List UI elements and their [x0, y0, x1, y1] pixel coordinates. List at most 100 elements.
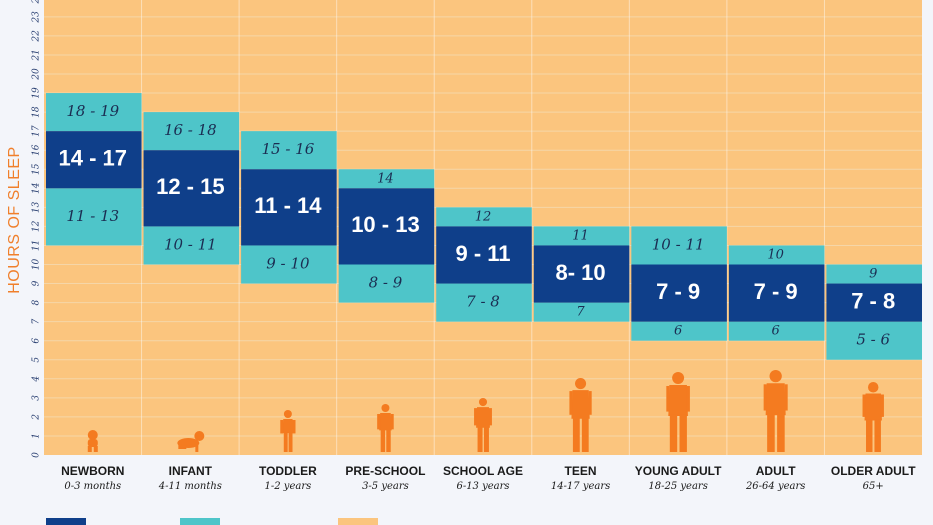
y-tick-label: 14 — [32, 182, 42, 194]
torso-shape — [571, 390, 590, 419]
legend-swatch-not-recommended — [338, 518, 378, 525]
person-figure-icon — [569, 378, 592, 452]
leg-shape — [288, 432, 293, 452]
leg-shape — [679, 414, 687, 452]
lower-may-be-appropriate-band — [728, 321, 825, 341]
y-tick-label: 15 — [32, 163, 42, 175]
y-tick-label: 24 — [32, 0, 42, 5]
y-tick-label: 13 — [32, 201, 42, 213]
upper-range-label: 15 - 16 — [261, 140, 314, 158]
recommended-range-label: 12 - 15 — [156, 174, 225, 199]
arm-shape — [666, 386, 670, 412]
leg-shape — [93, 446, 98, 452]
recommended-range-label: 7 - 9 — [754, 279, 798, 304]
head-shape — [575, 378, 587, 390]
lower-range-label: 6 — [772, 324, 780, 339]
lower-may-be-appropriate-band — [143, 226, 240, 265]
category-name: INFANT — [169, 464, 213, 478]
y-tick-label: 19 — [32, 87, 42, 99]
upper-may-be-appropriate-band — [436, 207, 532, 227]
torso-shape — [282, 419, 294, 434]
head-shape — [672, 372, 685, 384]
torso-shape — [379, 413, 392, 431]
leg-shape — [380, 429, 386, 452]
category-age: 0-3 months — [64, 481, 121, 492]
recommended-band — [728, 264, 825, 322]
y-tick-label: 5 — [32, 357, 42, 363]
arm-shape — [880, 394, 884, 417]
lower-range-label: 10 - 11 — [164, 235, 217, 253]
lower-range-label: 11 - 13 — [66, 207, 119, 225]
y-tick-label: 16 — [32, 144, 42, 156]
leg-shape — [669, 414, 678, 452]
lower-may-be-appropriate-band — [533, 302, 630, 322]
category-name: OLDER ADULT — [831, 464, 916, 478]
upper-range-label: 11 — [572, 228, 589, 243]
upper-may-be-appropriate-band — [728, 245, 825, 265]
arm-shape — [377, 414, 381, 430]
lower-may-be-appropriate-band — [241, 245, 337, 284]
category-name: PRE-SCHOOL — [345, 464, 425, 478]
y-tick-label: 1 — [32, 433, 42, 439]
arm-shape — [784, 384, 788, 411]
recommended-band — [631, 264, 727, 322]
upper-range-label: 9 — [869, 267, 877, 282]
upper-may-be-appropriate-band — [826, 264, 922, 284]
lower-may-be-appropriate-band — [338, 264, 435, 303]
lower-may-be-appropriate-band — [631, 321, 727, 341]
head-shape — [194, 431, 205, 441]
recommended-band — [143, 150, 240, 227]
leg-shape — [283, 432, 288, 452]
y-tick-label: 3 — [32, 395, 42, 401]
arm-shape — [588, 391, 592, 415]
category-name: ADULT — [756, 464, 796, 478]
category-age: 14-17 years — [551, 481, 610, 492]
category-age: 1-2 years — [265, 481, 312, 492]
leg-shape — [777, 413, 785, 452]
leg-shape — [477, 426, 483, 452]
arm-shape — [569, 391, 573, 415]
category-name: YOUNG ADULT — [635, 464, 722, 478]
category-age: 26-64 years — [745, 481, 805, 492]
leg-shape — [572, 417, 580, 452]
y-tick-label: 21 — [32, 49, 42, 61]
upper-range-label: 10 - 11 — [652, 235, 705, 253]
upper-may-be-appropriate-band — [338, 169, 435, 189]
upper-may-be-appropriate-band — [533, 226, 630, 246]
leg-shape — [483, 426, 489, 452]
upper-range-label: 18 - 19 — [66, 102, 119, 120]
lower-may-be-appropriate-band — [46, 188, 142, 246]
person-figure-icon — [666, 372, 690, 452]
category-name: TODDLER — [259, 464, 317, 478]
leg-shape — [178, 445, 187, 449]
recommended-range-label: 9 - 11 — [455, 241, 510, 266]
arm-shape — [488, 408, 492, 426]
person-figure-icon — [87, 430, 98, 452]
category-age: 3-5 years — [362, 481, 409, 492]
recommended-range-label: 10 - 13 — [351, 212, 420, 237]
recommended-band — [533, 245, 630, 303]
upper-range-label: 16 - 18 — [164, 121, 217, 139]
lower-may-be-appropriate-band — [436, 283, 532, 322]
y-tick-label: 17 — [32, 125, 42, 137]
person-figure-icon — [862, 382, 884, 452]
head-shape — [283, 410, 292, 418]
recommended-band — [826, 283, 922, 322]
head-shape — [867, 382, 879, 393]
legend-swatch-may-be-appropriate — [180, 518, 220, 525]
person-figure-icon — [280, 410, 296, 452]
arm-shape — [686, 386, 690, 412]
arm-shape — [280, 420, 284, 434]
torso-shape — [668, 385, 688, 416]
category-name: NEWBORN — [61, 464, 124, 478]
y-tick-label: 0 — [32, 452, 42, 458]
y-tick-label: 11 — [32, 240, 42, 251]
arm-shape — [862, 394, 866, 417]
person-figure-icon — [763, 370, 788, 452]
upper-range-label: 10 — [767, 247, 784, 262]
leg-shape — [581, 417, 589, 452]
y-tick-label: 6 — [32, 338, 42, 344]
category-age: 65+ — [863, 481, 884, 492]
upper-range-label: 14 — [377, 171, 394, 186]
